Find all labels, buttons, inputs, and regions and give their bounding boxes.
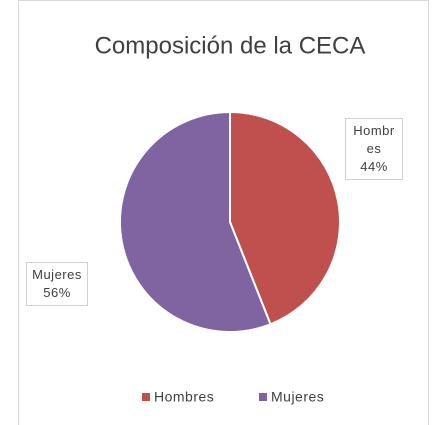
data-label-category: Hombres xyxy=(353,123,395,156)
data-label-value: 56% xyxy=(43,285,71,300)
legend-label: Hombres xyxy=(154,389,214,405)
pie-slice xyxy=(119,110,272,333)
data-label-value: 44% xyxy=(360,159,388,174)
chart-frame xyxy=(18,0,429,425)
pie-slice xyxy=(229,110,341,326)
data-label-category: Mujeres xyxy=(32,267,82,282)
legend-label: Mujeres xyxy=(271,389,324,405)
data-label: Mujeres 56% xyxy=(26,262,88,306)
chart-title: Composición de la CECA xyxy=(95,32,366,59)
data-label: Hombres 44% xyxy=(345,118,403,180)
legend-swatch xyxy=(142,393,150,401)
legend-swatch xyxy=(259,393,267,401)
